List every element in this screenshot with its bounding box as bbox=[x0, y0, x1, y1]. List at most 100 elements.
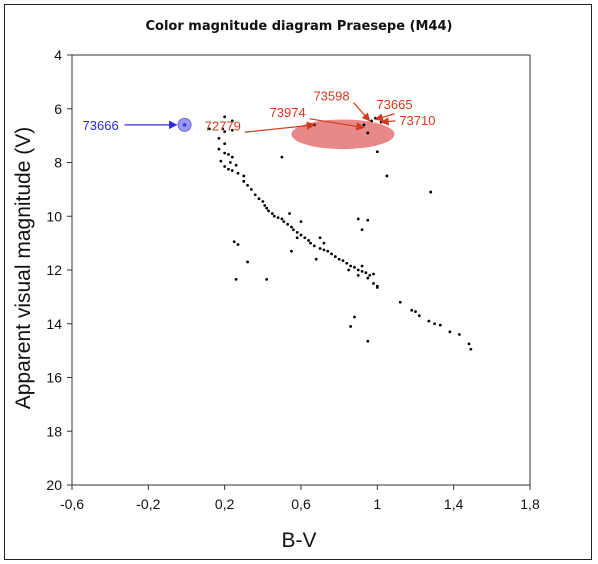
x-tick-label: 1,8 bbox=[520, 496, 540, 512]
star-point bbox=[312, 244, 316, 248]
star-point bbox=[236, 171, 240, 175]
star-point bbox=[280, 155, 284, 159]
star-point bbox=[249, 187, 253, 191]
star-point bbox=[246, 260, 249, 264]
annotation-label: 73598 bbox=[313, 89, 349, 104]
star-point bbox=[208, 127, 211, 131]
x-tick-label: -0,2 bbox=[136, 496, 160, 512]
star-point bbox=[236, 243, 240, 246]
data-points bbox=[208, 115, 473, 351]
star-point bbox=[356, 217, 360, 221]
star-point bbox=[299, 220, 303, 224]
star-point bbox=[372, 282, 375, 285]
star-point bbox=[230, 155, 234, 159]
star-point bbox=[366, 276, 370, 280]
star-point bbox=[295, 230, 299, 234]
star-point bbox=[291, 228, 295, 232]
star-point bbox=[345, 261, 349, 265]
y-tick-label: 14 bbox=[46, 316, 62, 332]
star-point bbox=[299, 233, 303, 237]
x-tick-label: 1,4 bbox=[444, 496, 464, 512]
star-point bbox=[265, 278, 269, 281]
star-point bbox=[253, 193, 257, 197]
star-point bbox=[353, 315, 356, 319]
star-point bbox=[438, 323, 442, 327]
y-tick-label: 10 bbox=[46, 208, 62, 224]
star-point bbox=[375, 150, 379, 154]
star-point bbox=[414, 310, 417, 314]
star-point bbox=[280, 217, 284, 221]
x-tick-label: 0,6 bbox=[291, 496, 311, 512]
star-point bbox=[246, 183, 249, 187]
star-point bbox=[227, 167, 230, 171]
star-point bbox=[219, 159, 223, 163]
annotation-arrow bbox=[244, 121, 316, 133]
star-point bbox=[457, 333, 461, 336]
star-point bbox=[330, 252, 333, 256]
star-point bbox=[333, 255, 337, 258]
star-point bbox=[303, 236, 307, 240]
annotation-label: 73974 bbox=[270, 105, 306, 120]
y-axis-label: Apparent visual magnitude (V) bbox=[12, 127, 35, 410]
x-tick-label: 0,2 bbox=[215, 496, 235, 512]
y-tick-label: 6 bbox=[54, 101, 62, 117]
star-point bbox=[272, 214, 276, 218]
star-point bbox=[242, 179, 246, 183]
star-point bbox=[362, 123, 366, 127]
star-point bbox=[257, 197, 261, 201]
star-point bbox=[261, 200, 265, 203]
y-tick-label: 12 bbox=[46, 262, 62, 278]
annotation-arrow bbox=[353, 102, 371, 122]
star-point bbox=[288, 212, 291, 215]
star-point bbox=[322, 241, 326, 245]
red-cluster-ellipse bbox=[291, 119, 395, 150]
star-point bbox=[349, 264, 353, 268]
star-point bbox=[282, 220, 286, 224]
highlighted-star-point bbox=[182, 123, 187, 127]
star-point bbox=[265, 206, 269, 210]
y-tick-label: 20 bbox=[46, 477, 62, 493]
star-point bbox=[385, 174, 389, 178]
star-point bbox=[217, 136, 221, 140]
star-point bbox=[366, 218, 370, 222]
star-point bbox=[322, 248, 326, 252]
star-point bbox=[427, 319, 431, 323]
star-point bbox=[223, 115, 227, 119]
star-point bbox=[366, 339, 370, 343]
star-point bbox=[356, 273, 360, 277]
star-point bbox=[398, 300, 402, 304]
star-point bbox=[375, 286, 379, 289]
star-point bbox=[360, 269, 364, 273]
star-point bbox=[337, 257, 341, 261]
highlight-region bbox=[291, 119, 395, 150]
star-point bbox=[417, 314, 421, 318]
star-point bbox=[347, 268, 351, 272]
star-point bbox=[286, 222, 290, 226]
star-point bbox=[356, 268, 360, 272]
y-tick-label: 8 bbox=[54, 155, 62, 171]
star-point bbox=[227, 153, 230, 156]
star-point bbox=[372, 272, 375, 276]
y-tick-label: 16 bbox=[46, 370, 62, 386]
star-point bbox=[433, 322, 436, 326]
highlighted-star-label: 73666 bbox=[83, 118, 119, 133]
star-point bbox=[242, 174, 246, 178]
x-tick-label: 1 bbox=[373, 496, 381, 512]
star-point bbox=[349, 325, 353, 328]
annotation-label: 73665 bbox=[376, 97, 412, 112]
star-point bbox=[234, 278, 238, 281]
star-point bbox=[263, 204, 267, 207]
star-point bbox=[290, 225, 293, 229]
star-point bbox=[368, 273, 372, 277]
star-point bbox=[290, 249, 293, 253]
star-point bbox=[228, 161, 232, 164]
star-point bbox=[309, 241, 312, 245]
star-point bbox=[469, 347, 473, 351]
star-point bbox=[223, 130, 227, 133]
y-tick-label: 18 bbox=[46, 423, 62, 439]
star-point bbox=[429, 190, 433, 194]
star-point bbox=[230, 128, 234, 132]
star-point bbox=[307, 239, 311, 242]
star-point bbox=[230, 119, 234, 123]
